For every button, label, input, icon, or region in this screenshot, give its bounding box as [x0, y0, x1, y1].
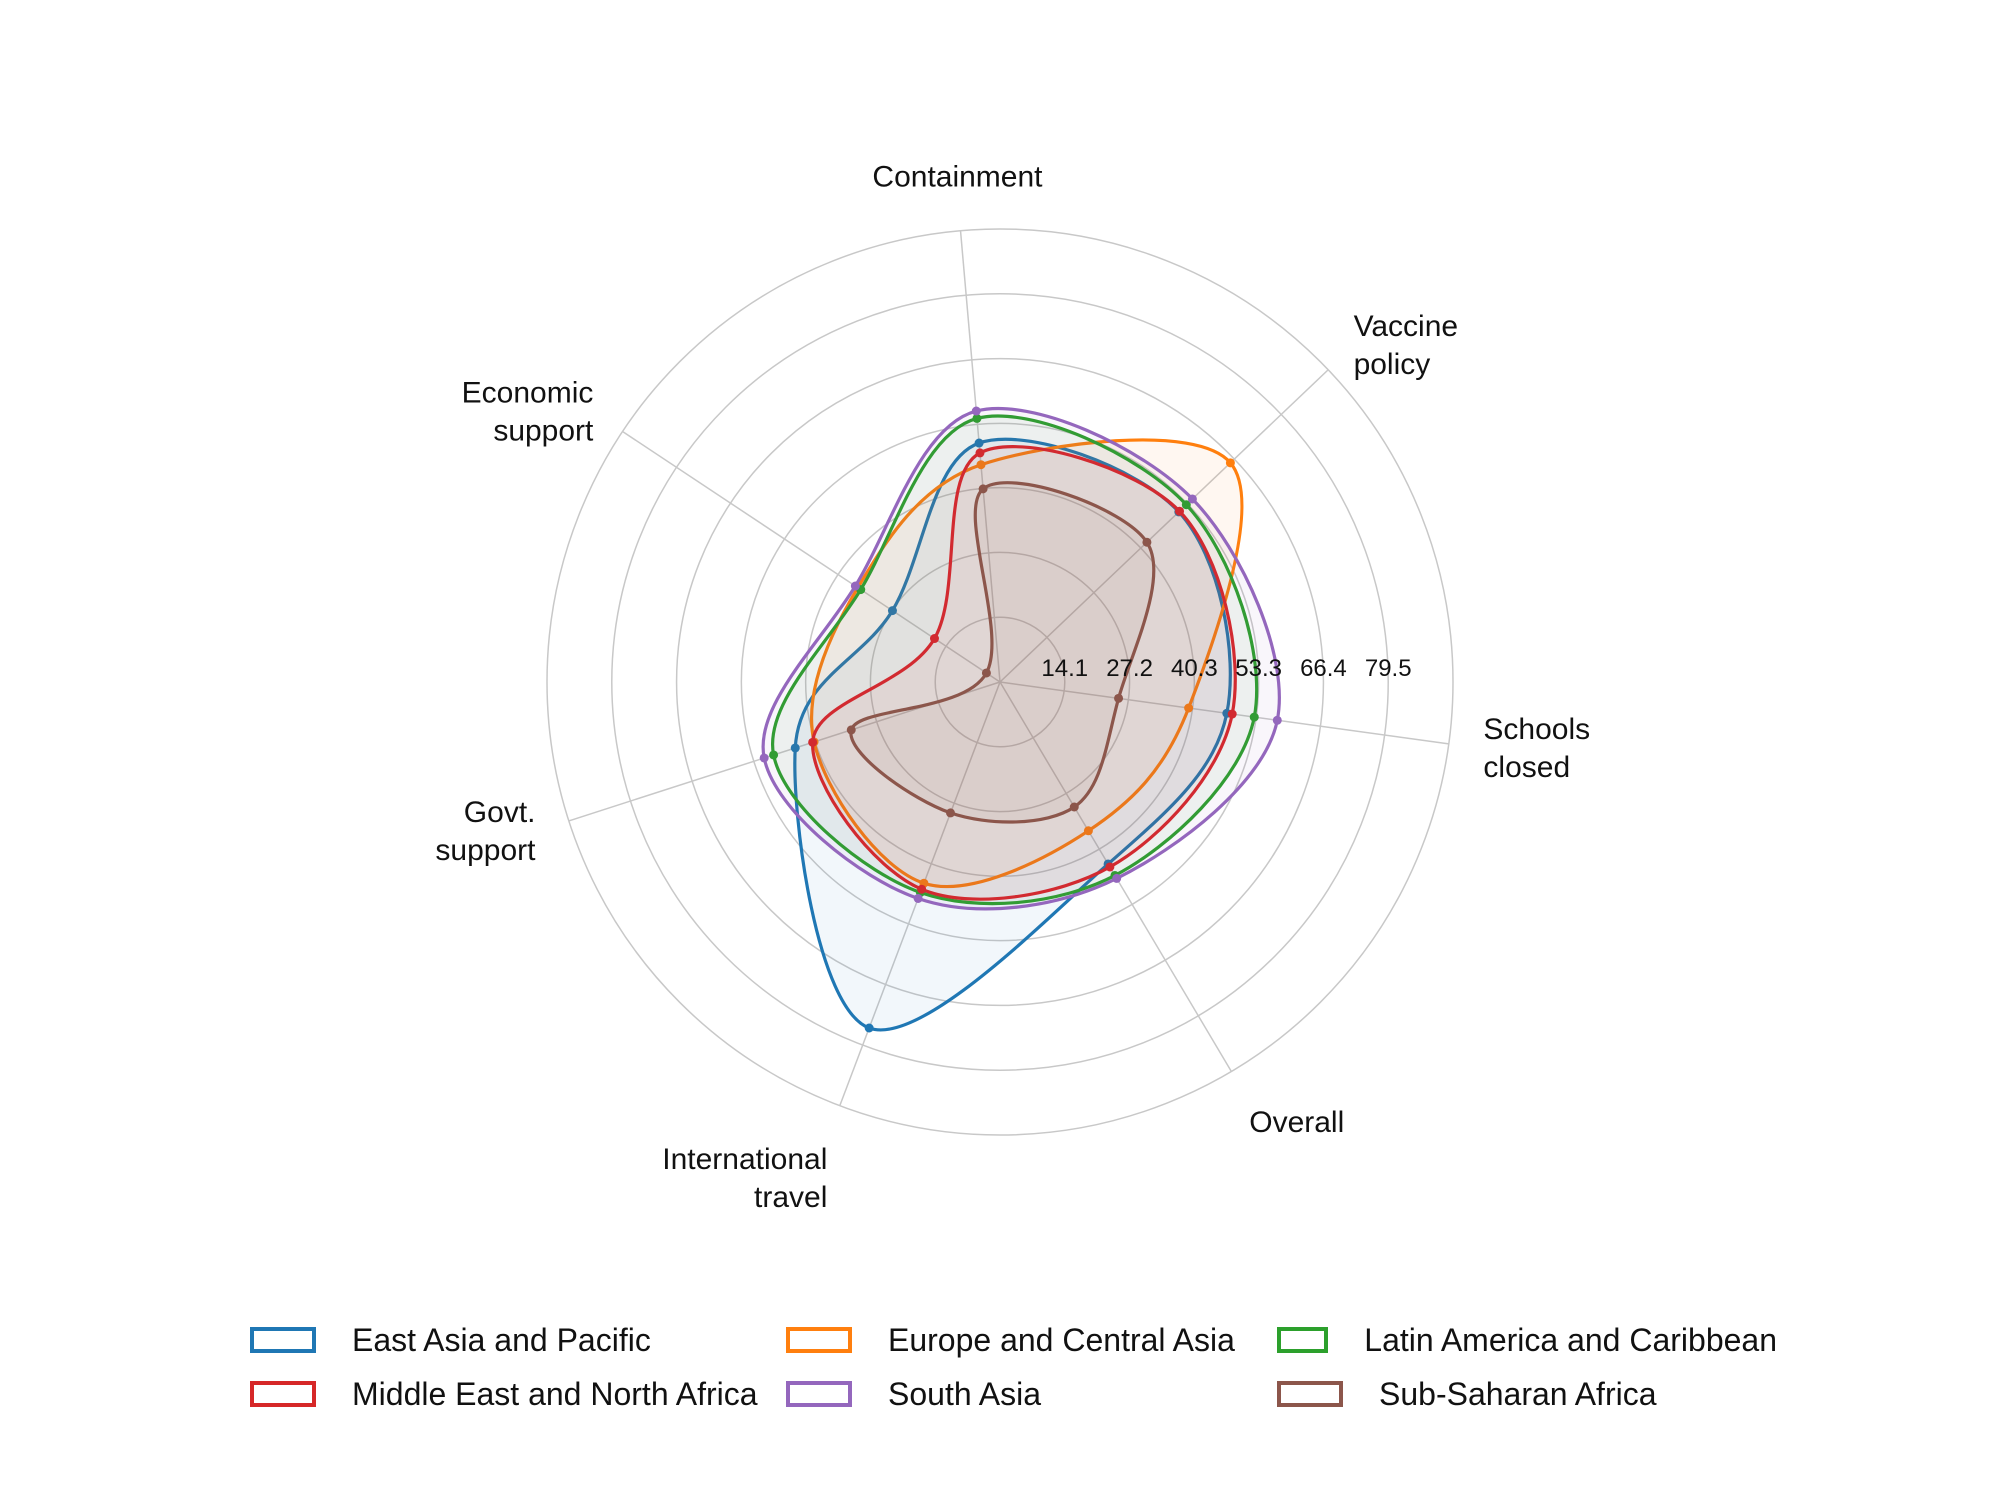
data-point — [1187, 494, 1197, 504]
data-point — [981, 668, 991, 678]
series-line — [761, 406, 1281, 911]
legend-label: South Asia — [888, 1375, 1041, 1412]
data-point — [929, 634, 939, 644]
axis-label: Govt. support — [435, 796, 536, 867]
radial-tick-label: 79.5 — [1365, 655, 1412, 682]
data-point — [971, 406, 981, 416]
series-line — [770, 414, 1259, 906]
data-point — [1272, 715, 1282, 725]
data-point — [917, 884, 927, 894]
legend-swatch — [250, 1381, 316, 1407]
legend-item: Middle East and North Africa — [250, 1374, 786, 1414]
series-line — [811, 445, 1237, 901]
legend-label: Sub-Saharan Africa — [1379, 1375, 1657, 1412]
legend-item: East Asia and Pacific — [250, 1320, 786, 1360]
data-point — [790, 743, 800, 753]
data-point — [1225, 458, 1235, 468]
axis-label: International travel — [662, 1143, 827, 1214]
data-point — [1112, 873, 1122, 883]
radial-tick-label: 27.2 — [1106, 655, 1153, 682]
axis-label: Containment — [872, 160, 1043, 193]
series-area — [794, 439, 1231, 1030]
legend-label: Europe and Central Asia — [888, 1321, 1235, 1358]
data-point — [974, 438, 984, 448]
grid-ring — [675, 357, 1325, 1007]
data-point — [976, 460, 986, 470]
data-point — [1069, 802, 1079, 812]
axis-spoke — [999, 369, 1329, 683]
series-area — [850, 482, 1154, 823]
data-point — [1083, 826, 1093, 836]
legend-swatch — [786, 1327, 852, 1353]
series-line — [793, 437, 1232, 1032]
grid-ring — [869, 551, 1131, 813]
legend-label: East Asia and Pacific — [352, 1321, 651, 1358]
grid-ring — [611, 293, 1389, 1071]
data-point — [769, 750, 779, 760]
data-point — [1181, 500, 1191, 510]
legend-item: Latin America and Caribbean — [1277, 1320, 1777, 1360]
legend-swatch — [1277, 1327, 1329, 1353]
data-point — [1184, 703, 1194, 713]
legend-label: Latin America and Caribbean — [1364, 1321, 1777, 1358]
axis-label: Vaccine policy — [1354, 310, 1459, 381]
data-point — [846, 725, 856, 735]
grid-ring — [934, 616, 1066, 748]
data-point — [1105, 862, 1115, 872]
legend-item: Europe and Central Asia — [786, 1320, 1277, 1360]
series-sub-saharan-africa — [846, 481, 1156, 824]
data-point — [1249, 712, 1259, 722]
legend-swatch — [786, 1381, 852, 1407]
legend: East Asia and Pacific Europe and Central … — [250, 1320, 1810, 1414]
legend-label: Middle East and North Africa — [352, 1375, 758, 1412]
legend-item: Sub-Saharan Africa — [1277, 1374, 1777, 1414]
axis-label: Economic support — [462, 377, 594, 448]
radial-tick-label: 40.3 — [1171, 655, 1218, 682]
radial-tick-label: 66.4 — [1300, 655, 1347, 682]
legend-swatch — [250, 1327, 316, 1353]
grid-ring — [740, 422, 1260, 942]
data-point — [759, 753, 769, 763]
series-area — [811, 439, 1242, 887]
axis-label: Overall — [1249, 1106, 1344, 1139]
series-area — [812, 446, 1236, 900]
legend-swatch — [1277, 1381, 1343, 1407]
axis-label: Schools closed — [1483, 713, 1590, 784]
data-point — [808, 737, 818, 747]
data-point — [945, 808, 955, 818]
data-point — [975, 448, 985, 458]
grid-outer-ring — [546, 228, 1454, 1136]
data-point — [1175, 506, 1185, 516]
axis-labels: Containment Vaccine policy Schools closed Ove… — [435, 160, 1590, 1213]
data-point — [913, 893, 923, 903]
series-area — [763, 408, 1280, 909]
series-south-asia — [759, 406, 1282, 911]
legend-item: South Asia — [786, 1374, 1277, 1414]
radar-series — [759, 406, 1282, 1033]
series-middle-east-and-north-africa — [808, 445, 1237, 901]
data-point — [978, 484, 988, 494]
radial-tick-label: 53.3 — [1235, 655, 1282, 682]
data-point — [972, 413, 982, 423]
data-point — [864, 1023, 874, 1033]
data-point — [1142, 537, 1152, 547]
radial-tick-label: 14.1 — [1041, 655, 1088, 682]
data-point — [1227, 709, 1237, 719]
data-point — [887, 606, 897, 616]
data-point — [1114, 693, 1124, 703]
data-point — [850, 581, 860, 591]
radial-tick-labels: 14.1 27.2 40.3 53.3 66.4 79.5 — [1041, 655, 1411, 682]
radar-grid — [546, 228, 1454, 1136]
